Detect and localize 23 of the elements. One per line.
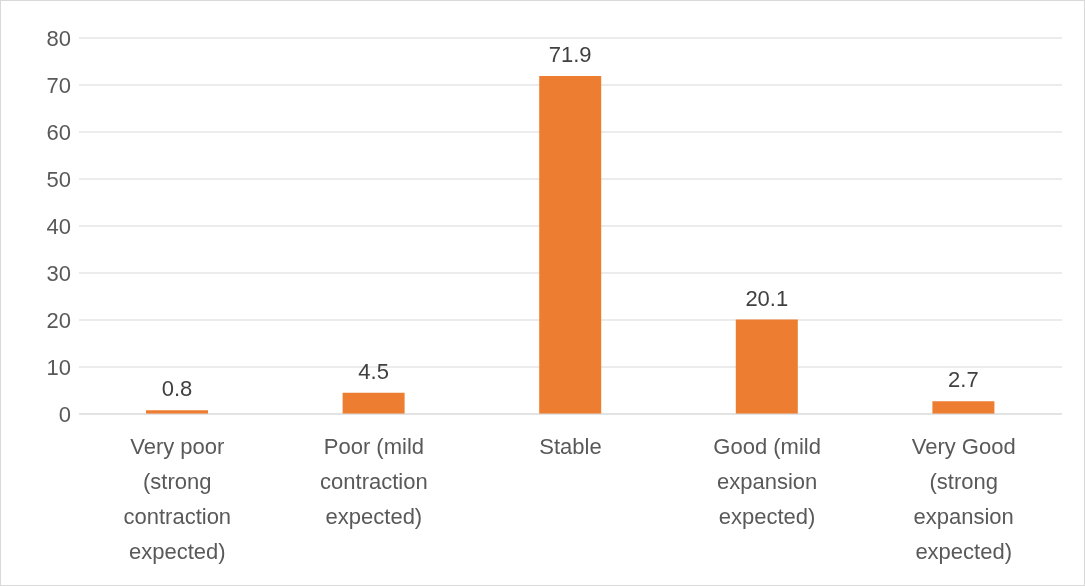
y-tick-label: 0 [58,401,71,427]
y-tick-label: 20 [46,307,71,333]
data-label: 20.1 [745,285,789,311]
y-tick-label: 80 [46,25,71,51]
x-tick-label: Poor (mild contraction expected) [320,434,428,529]
y-tick-label: 30 [46,260,71,286]
y-tick-label: 60 [46,119,71,145]
y-tick-label: 50 [46,166,71,192]
bar [932,401,995,414]
y-tick-label: 70 [46,72,71,98]
x-tick-label: Very poor (strong contraction expected) [123,434,232,564]
y-tick-label: 40 [46,213,71,239]
bar [539,76,602,414]
data-label: 0.8 [161,376,193,402]
data-label: 71.9 [548,42,592,68]
y-tick-label: 10 [46,354,71,380]
x-tick-label: Good (mild expansion expected) [713,434,821,529]
bar [342,392,405,414]
data-label: 2.7 [948,367,979,393]
data-label: 4.5 [358,358,389,384]
bar [735,319,798,414]
x-tick-label: Stable [539,434,602,459]
x-tick-label: Very Good (strong expansion expected) [911,434,1016,564]
